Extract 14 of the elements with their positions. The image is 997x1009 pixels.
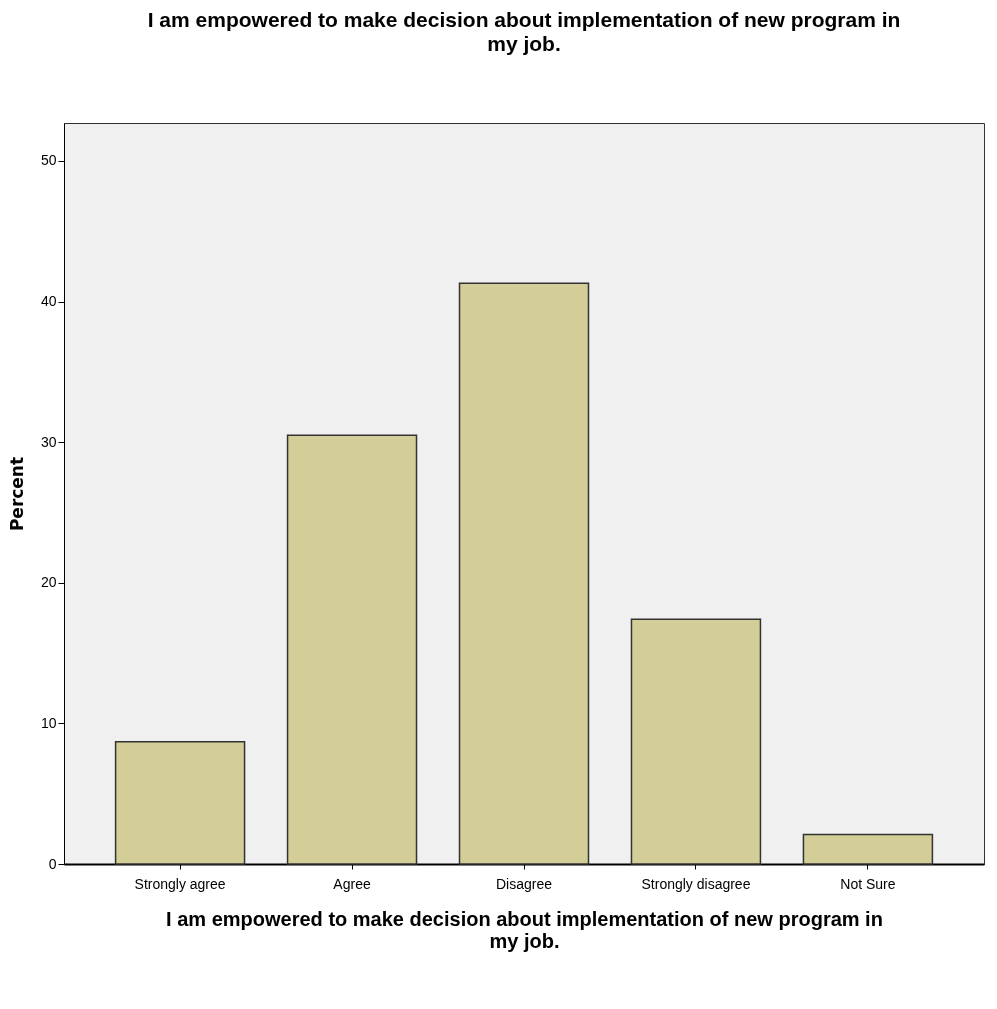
y-tick-label: 0 [48,855,57,872]
x-tick-label: Strongly agree [134,875,226,892]
x-tick-label: Strongly disagree [641,875,751,892]
y-tick-label: 30 [40,433,57,450]
x-tick-label: Not Sure [840,875,896,892]
y-tick-label: 40 [40,293,57,310]
chart-title: I am empowered to make decision about implementation of new program in my job. [147,8,901,55]
y-tick-label: 10 [40,714,57,731]
x-tick-label: Agree [333,875,371,892]
x-axis-title: I am empowered to make decision about implementation of new program in my job. [166,907,883,952]
y-tick-label: 50 [40,152,57,169]
y-tick-label: 20 [40,574,57,591]
y-axis-title: Percent [6,456,27,532]
x-tick-label: Disagree [495,875,553,892]
